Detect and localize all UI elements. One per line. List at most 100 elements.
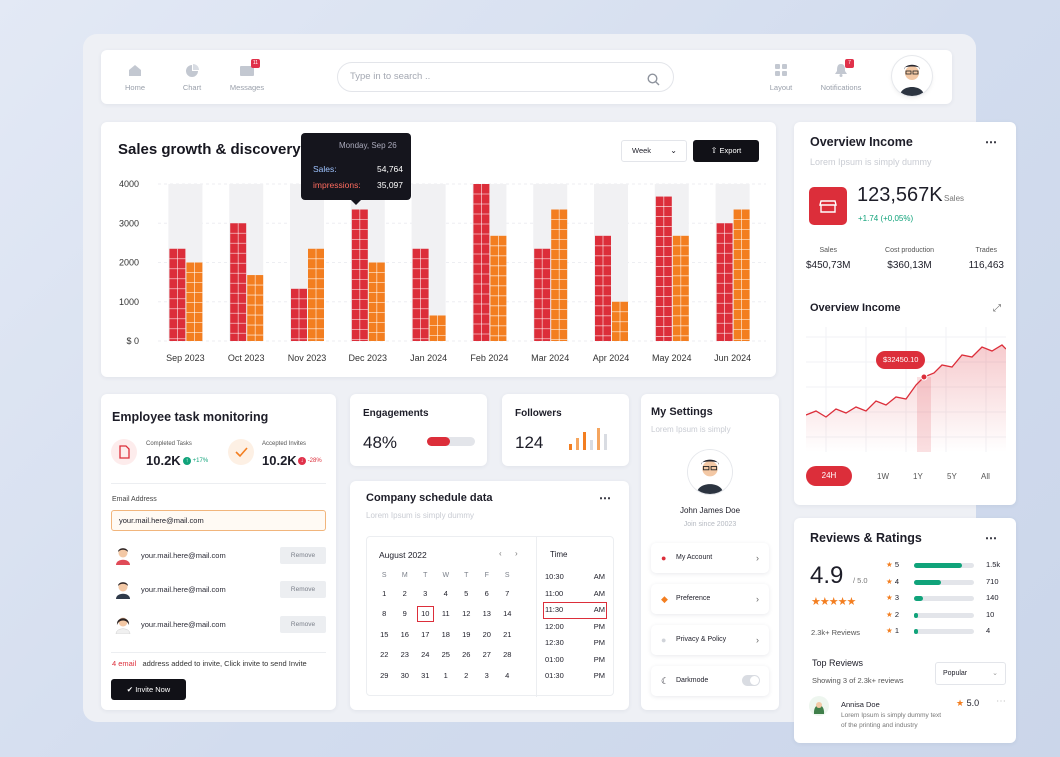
setting-label: My Account bbox=[676, 554, 713, 561]
remove-button[interactable]: Remove bbox=[280, 581, 326, 598]
time-value: 10:30 bbox=[545, 572, 564, 581]
nav-notifications[interactable]: 7 Notifications bbox=[818, 59, 864, 92]
setting-darkmode: ☾ Darkmode bbox=[651, 666, 769, 696]
calendar-day[interactable]: 20 bbox=[482, 629, 491, 639]
range-24h[interactable]: 24H bbox=[806, 466, 852, 486]
calendar-day[interactable]: 11 bbox=[441, 609, 450, 619]
calendar-day[interactable]: 16 bbox=[400, 629, 409, 639]
calendar-day[interactable]: 1 bbox=[443, 670, 448, 680]
profile-avatar[interactable] bbox=[688, 450, 732, 494]
range-1w[interactable]: 1W bbox=[877, 472, 889, 481]
rating-bar-fill bbox=[914, 629, 919, 634]
calendar-day[interactable]: 15 bbox=[380, 629, 389, 639]
settings-title: My Settings bbox=[651, 406, 713, 418]
weekday-label: F bbox=[484, 571, 489, 579]
calendar-day[interactable]: 19 bbox=[462, 629, 471, 639]
email-label: Email Address bbox=[112, 496, 157, 503]
time-slot[interactable]: 01:00 PM bbox=[543, 652, 607, 669]
range-1y[interactable]: 1Y bbox=[913, 472, 923, 481]
sales-chart-card: Sales growth & discovery Week ⌄ ⇧ Export … bbox=[101, 122, 776, 377]
calendar-day[interactable]: 4 bbox=[443, 588, 448, 598]
nav-notifications-label: Notifications bbox=[820, 83, 862, 92]
sort-select[interactable]: Popular ⌄ bbox=[935, 662, 1006, 685]
chart-tooltip: Monday, Sep 26 Sales: 54,764 impressions… bbox=[301, 133, 411, 205]
time-slot[interactable]: 11:30 AM bbox=[543, 602, 607, 619]
search-input[interactable]: Type in to search .. bbox=[337, 62, 674, 92]
nav-messages[interactable]: 11 Messages bbox=[224, 59, 270, 92]
user-avatar[interactable] bbox=[892, 56, 932, 96]
nav-chart[interactable]: Chart bbox=[169, 64, 215, 92]
time-slot[interactable]: 12:30 PM bbox=[543, 635, 607, 652]
privacy-icon: ● bbox=[661, 635, 667, 645]
x-tick-label: Mar 2024 bbox=[531, 353, 569, 363]
darkmode-toggle[interactable] bbox=[742, 675, 760, 686]
calendar-day[interactable]: 7 bbox=[505, 588, 510, 598]
calendar-day[interactable]: 3 bbox=[423, 588, 428, 598]
calendar-day[interactable]: 5 bbox=[464, 588, 469, 598]
calendar-day[interactable]: 30 bbox=[400, 670, 409, 680]
remove-button[interactable]: Remove bbox=[280, 547, 326, 564]
calendar-day[interactable]: 23 bbox=[400, 650, 409, 660]
time-slot[interactable]: 12:00 PM bbox=[543, 619, 607, 636]
next-month-icon[interactable]: › bbox=[515, 549, 518, 558]
setting-preference[interactable]: ◆ Preference › bbox=[651, 584, 769, 614]
nav-home[interactable]: Home bbox=[112, 64, 158, 92]
range-all[interactable]: All bbox=[981, 472, 990, 481]
time-slot[interactable]: 01:30 PM bbox=[543, 668, 607, 685]
stat-cost: Cost production $360,13M bbox=[885, 247, 934, 279]
calendar-day[interactable]: 6 bbox=[484, 588, 489, 598]
calendar-day[interactable]: 8 bbox=[382, 609, 387, 619]
calendar-day[interactable]: 24 bbox=[421, 650, 430, 660]
review-more-icon[interactable]: ⋯ bbox=[996, 696, 1006, 707]
calendar-day[interactable]: 13 bbox=[482, 609, 491, 619]
time-slot[interactable]: 10:30 AM bbox=[543, 569, 607, 586]
calendar-day[interactable]: 1 bbox=[382, 588, 387, 598]
prev-month-icon[interactable]: ‹ bbox=[499, 549, 502, 558]
calendar-day[interactable]: 18 bbox=[441, 629, 450, 639]
calendar-day[interactable]: 14 bbox=[503, 609, 512, 619]
calendar-day[interactable]: 28 bbox=[503, 650, 512, 660]
nav-chart-label: Chart bbox=[182, 83, 202, 92]
time-slot[interactable]: 11:00 AM bbox=[543, 586, 607, 603]
calendar-day[interactable]: 10 bbox=[415, 604, 436, 625]
export-button[interactable]: ⇧ Export bbox=[693, 140, 759, 162]
remove-button[interactable]: Remove bbox=[280, 616, 326, 633]
calendar-day[interactable]: 29 bbox=[380, 670, 389, 680]
range-5y[interactable]: 5Y bbox=[947, 472, 957, 481]
star-icon: ★ bbox=[886, 576, 893, 586]
more-icon[interactable]: ⋯ bbox=[599, 491, 611, 505]
overview-value-label: Sales bbox=[944, 194, 965, 203]
followers-card: Followers 124 bbox=[502, 394, 629, 466]
setting-privacy[interactable]: ● Privacy & Policy › bbox=[651, 625, 769, 655]
calendar-day[interactable]: 2 bbox=[402, 588, 407, 598]
top-reviews-title: Top Reviews bbox=[812, 658, 864, 668]
calendar-day[interactable]: 22 bbox=[380, 650, 389, 660]
calendar-day[interactable]: 17 bbox=[421, 629, 430, 639]
calendar-day[interactable]: 26 bbox=[462, 650, 471, 660]
more-icon[interactable]: ⋯ bbox=[985, 531, 997, 545]
list-item: your.mail.here@mail.com Remove bbox=[111, 578, 326, 602]
calendar-day[interactable]: 9 bbox=[402, 609, 407, 619]
calendar-day[interactable]: 27 bbox=[482, 650, 491, 660]
search-icon[interactable] bbox=[647, 70, 660, 98]
calendar-day[interactable]: 4 bbox=[505, 670, 510, 680]
email-field[interactable]: your.mail.here@mail.com bbox=[111, 510, 326, 531]
invite-button[interactable]: ✔ Invite Now bbox=[111, 679, 186, 700]
calendar-day[interactable]: 21 bbox=[503, 629, 512, 639]
nav-layout[interactable]: Layout bbox=[758, 64, 804, 92]
more-icon[interactable]: ⋯ bbox=[985, 135, 997, 149]
calendar-day[interactable]: 25 bbox=[441, 650, 450, 660]
stat-value: $360,13M bbox=[887, 260, 932, 271]
calendar-day[interactable]: 31 bbox=[421, 670, 430, 680]
expand-icon[interactable]: ⤢ bbox=[993, 303, 1001, 314]
calendar-day[interactable]: 2 bbox=[464, 670, 469, 680]
calendar-day[interactable]: 3 bbox=[484, 670, 489, 680]
period-select[interactable]: Week ⌄ bbox=[621, 140, 687, 162]
period-value: Week bbox=[632, 146, 652, 155]
time-header: Time bbox=[550, 550, 568, 559]
setting-my-account[interactable]: ● My Account › bbox=[651, 543, 769, 573]
overview-stats: Sales $450,73M Cost production $360,13M Tr… bbox=[806, 247, 1004, 279]
chevron-right-icon: › bbox=[756, 553, 759, 563]
calendar-day[interactable]: 12 bbox=[462, 609, 471, 619]
overview-card: Overview Income ⋯ Lorem Ipsum is simply … bbox=[794, 122, 1016, 505]
